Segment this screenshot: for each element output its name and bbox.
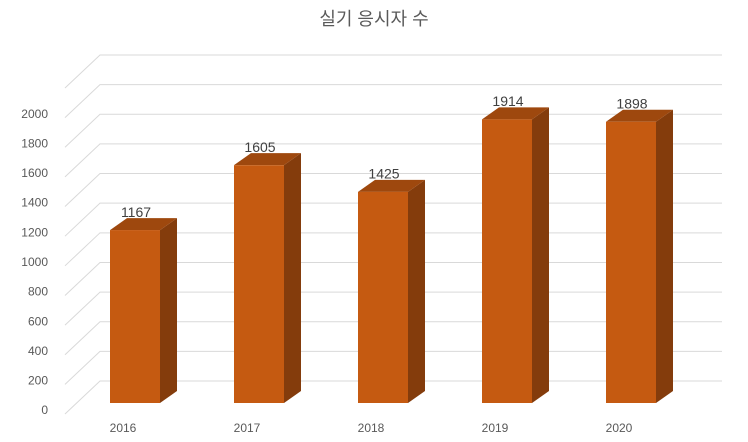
x-tick-label: 2017 bbox=[234, 421, 261, 435]
y-tick-label: 1000 bbox=[21, 255, 48, 269]
value-label: 1425 bbox=[368, 166, 399, 182]
wall-frame bbox=[64, 54, 722, 89]
bar-top bbox=[110, 218, 177, 231]
bar bbox=[358, 191, 408, 403]
y-tick-label: 400 bbox=[28, 344, 48, 358]
bar-top bbox=[358, 179, 425, 192]
bar-top bbox=[482, 107, 549, 120]
y-tick-label: 2000 bbox=[21, 107, 48, 121]
x-tick-label: 2016 bbox=[110, 421, 137, 435]
y-tick-label: 0 bbox=[41, 403, 48, 417]
bar bbox=[606, 121, 656, 403]
value-label: 1605 bbox=[244, 139, 275, 155]
y-tick-label: 1200 bbox=[21, 225, 48, 239]
value-label: 1167 bbox=[121, 204, 151, 220]
y-tick-label: 800 bbox=[28, 285, 48, 299]
y-tick-label: 200 bbox=[28, 374, 48, 388]
y-tick-label: 600 bbox=[28, 314, 48, 328]
x-tick-label: 2018 bbox=[358, 421, 385, 435]
bar-side bbox=[532, 107, 549, 403]
bar-side bbox=[160, 218, 177, 403]
bar bbox=[110, 230, 160, 403]
y-tick-label: 1600 bbox=[21, 166, 48, 180]
bar-side bbox=[656, 109, 673, 403]
bar-side bbox=[284, 153, 301, 403]
bar-side bbox=[408, 179, 425, 403]
chart-title: 실기 응시자 수 bbox=[319, 9, 428, 29]
value-label: 1914 bbox=[492, 93, 523, 109]
bar bbox=[234, 165, 284, 403]
bar bbox=[482, 119, 532, 403]
x-tick-label: 2020 bbox=[606, 421, 633, 435]
bar-top bbox=[234, 153, 301, 166]
y-tick-label: 1400 bbox=[21, 196, 48, 210]
value-label: 1898 bbox=[616, 95, 647, 111]
bar-top bbox=[606, 109, 673, 122]
grid-line bbox=[64, 84, 722, 119]
x-tick-label: 2019 bbox=[482, 421, 509, 435]
y-tick-label: 1800 bbox=[21, 136, 48, 150]
